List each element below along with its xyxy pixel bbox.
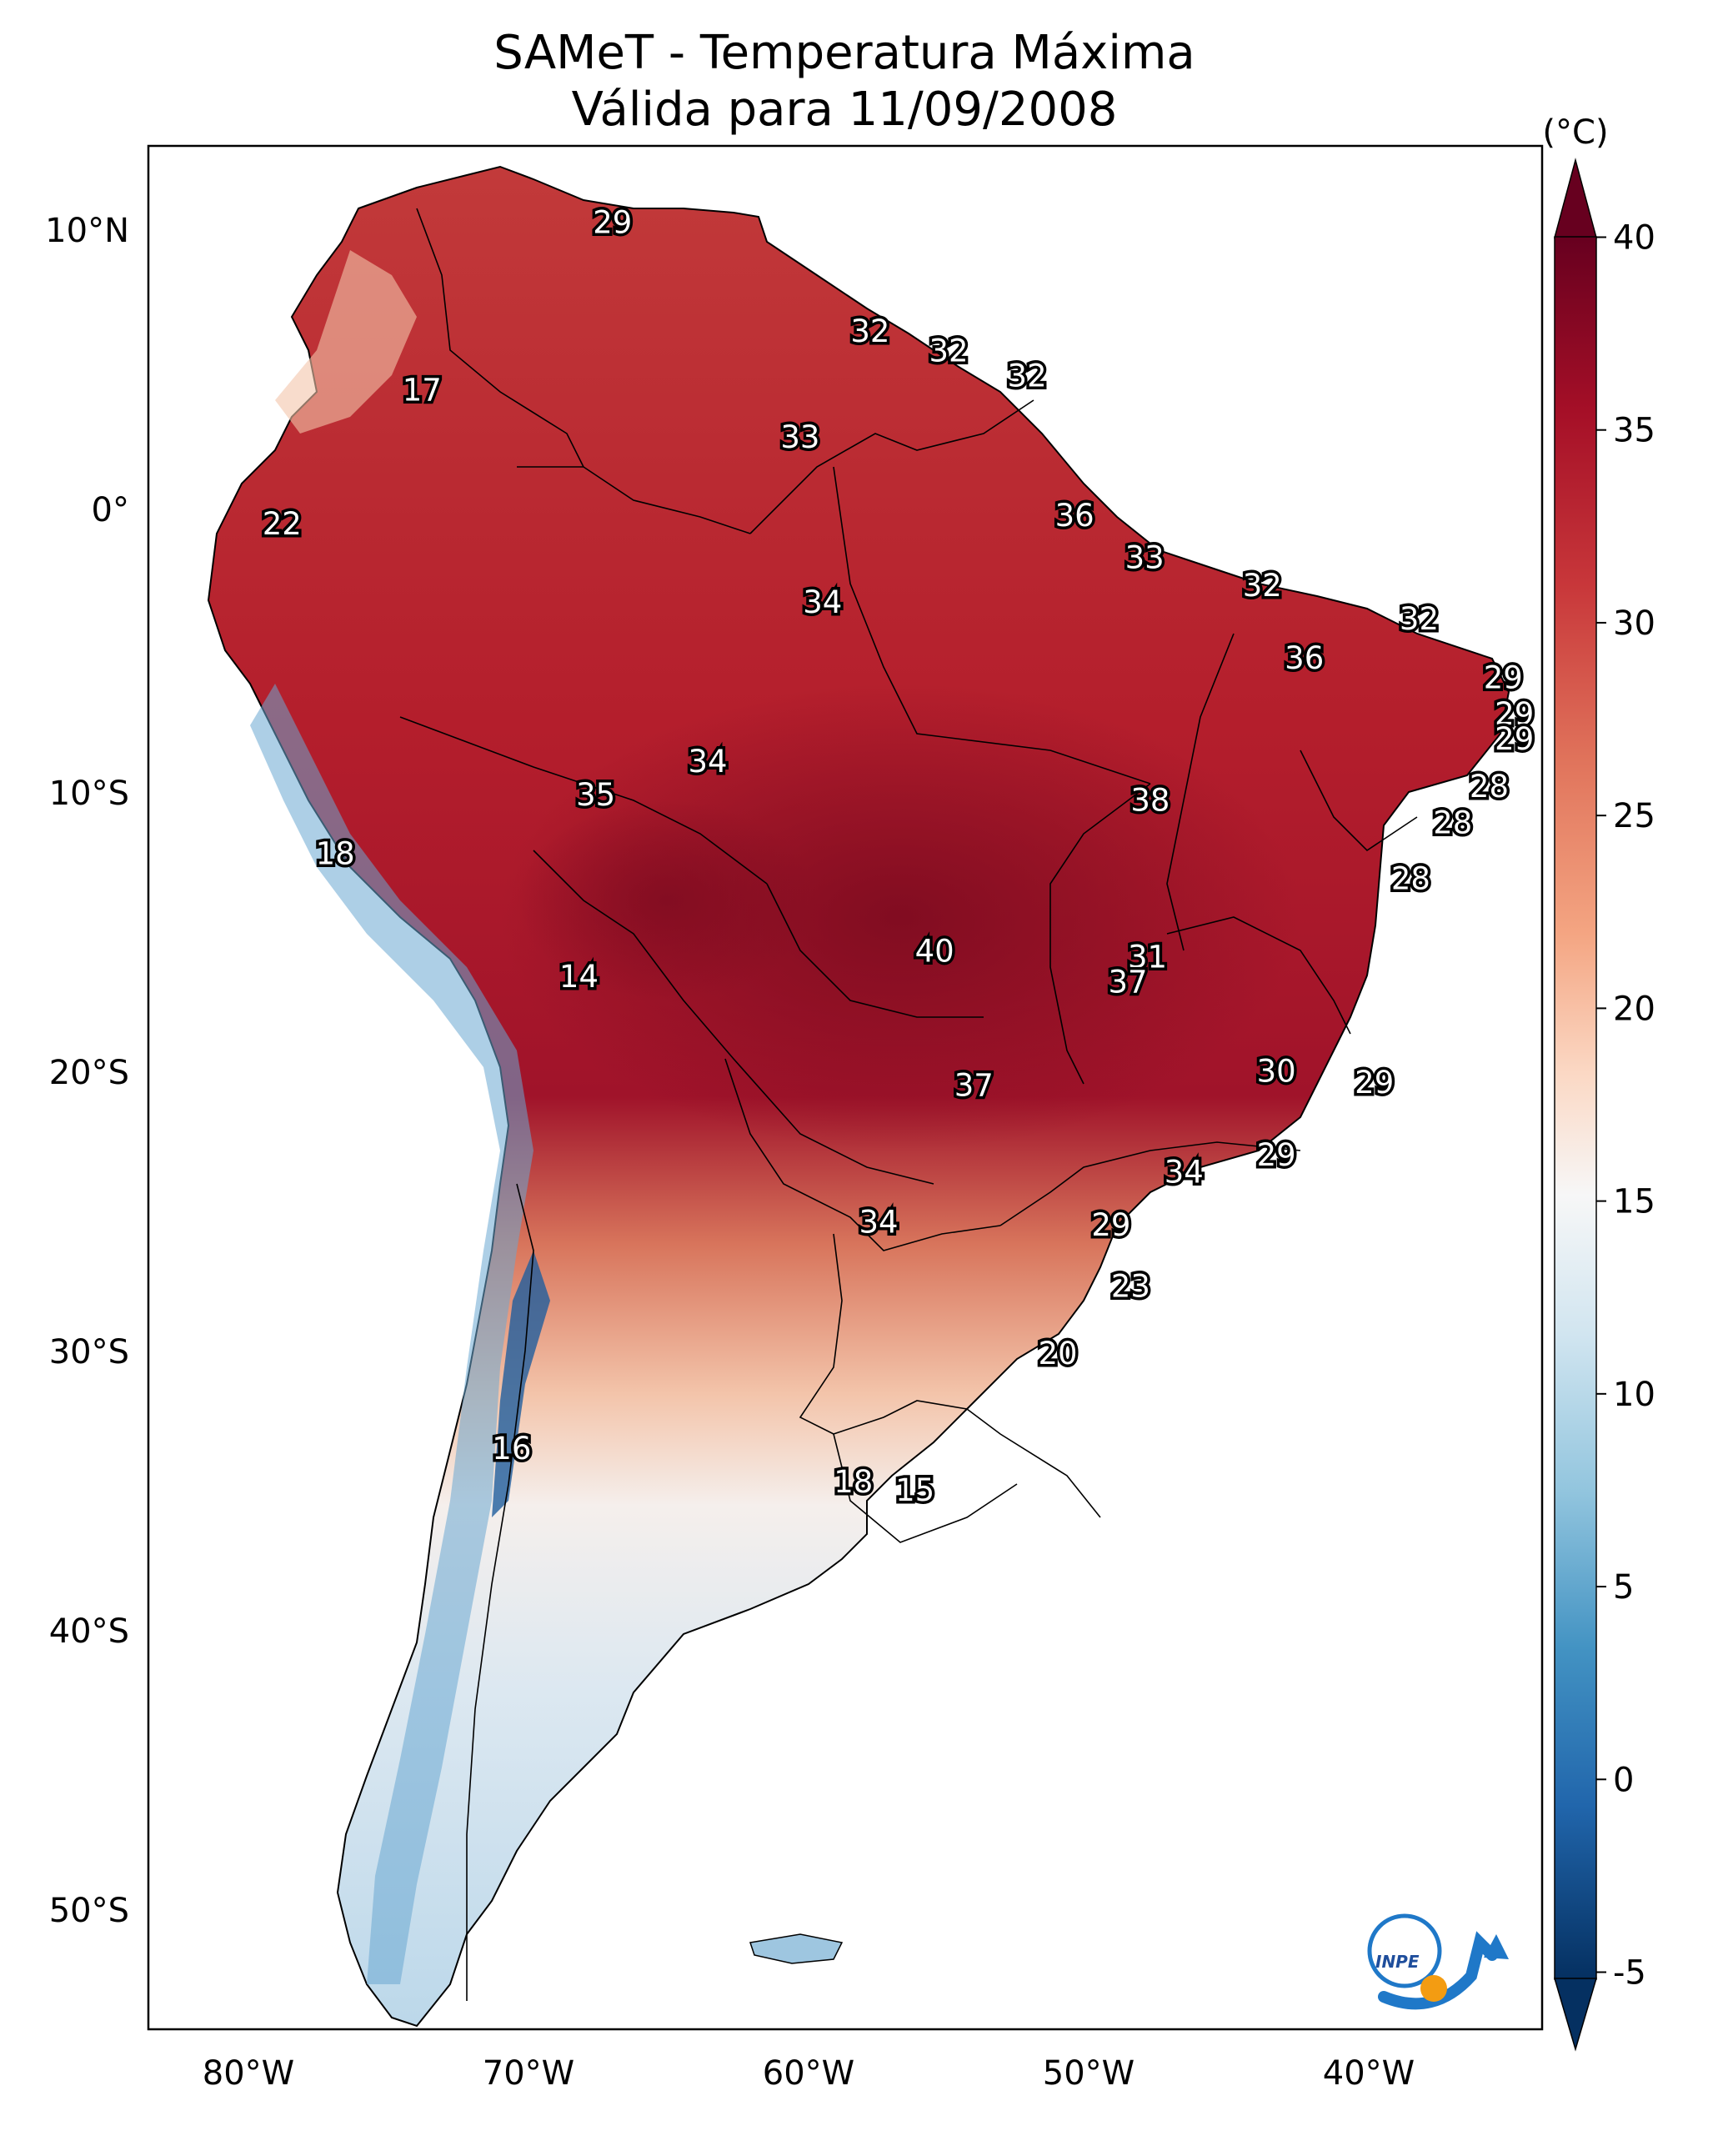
lat-label-10s: 10°S	[49, 775, 129, 813]
station-value-label: 30	[1257, 1054, 1296, 1090]
station-value-label: 32	[1243, 568, 1282, 604]
station-value-label: 34	[688, 744, 727, 780]
station-value-label: 38	[1130, 783, 1170, 819]
colorbar-top-extend	[1554, 158, 1597, 238]
colorbar-tick-label: 35	[1613, 412, 1655, 450]
station-value-label: 37	[954, 1067, 994, 1103]
andes-cool-strip	[250, 684, 533, 1984]
colorbar-tick-label: 5	[1613, 1568, 1634, 1607]
colorbar-tick-label: 20	[1613, 990, 1655, 1028]
station-value-label: 20	[1038, 1336, 1077, 1371]
colorbar-tick-label: 0	[1613, 1761, 1634, 1799]
latitude-axis: 10°N 0° 10°S 20°S 30°S 40°S 50°S	[45, 212, 129, 1930]
longitude-axis: 80°W 70°W 60°W 50°W 40°W	[203, 2054, 1415, 2093]
station-value-label: 15	[895, 1472, 934, 1508]
station-value-label: 34	[1165, 1154, 1204, 1190]
station-value-label: 34	[859, 1205, 898, 1241]
lat-label-20s: 20°S	[49, 1054, 129, 1092]
lon-label-80w: 80°W	[203, 2054, 294, 2093]
station-value-label: 17	[403, 372, 442, 408]
lon-label-50w: 50°W	[1043, 2054, 1134, 2093]
colorbar-bottom-extend	[1553, 1978, 1598, 2052]
station-value-label: 35	[576, 777, 615, 813]
colorbar-tick-label: 40	[1613, 218, 1655, 257]
station-value-label: 29	[593, 204, 632, 240]
station-value-label: 32	[1008, 358, 1047, 394]
map-title-line2: Válida para 11/09/2008	[572, 83, 1118, 137]
station-value-label: 34	[803, 584, 842, 620]
station-value-label: 33	[780, 419, 819, 455]
falkland-islands	[749, 1933, 844, 1964]
colorbar-tick-label: 15	[1613, 1183, 1655, 1221]
colorbar-tick-label: 30	[1613, 604, 1655, 643]
colorbar-ticks: 40 35 30 25 20 15 10 5 0 -5	[1596, 218, 1655, 1993]
station-value-label: 29	[1355, 1065, 1394, 1101]
station-value-label: 36	[1055, 498, 1094, 534]
station-value-label: 36	[1285, 640, 1324, 676]
inpe-logo: INPE	[1367, 1913, 1509, 2010]
country-borders	[399, 208, 1418, 2001]
station-value-label: 28	[1433, 805, 1472, 841]
colorbar-tick-label: 25	[1613, 797, 1655, 835]
colorbar-gradient	[1554, 236, 1597, 1980]
lat-label-10n: 10°N	[45, 212, 129, 250]
station-value-label: 16	[492, 1431, 531, 1467]
map-plot-area	[148, 146, 1542, 2029]
lon-label-60w: 60°W	[763, 2054, 854, 2093]
station-value-label: 32	[1400, 601, 1439, 637]
station-value-label: 28	[1391, 861, 1430, 897]
inpe-logo-text: INPE	[1375, 1952, 1420, 1972]
lon-label-70w: 70°W	[483, 2054, 574, 2093]
lat-label-30s: 30°S	[49, 1333, 129, 1371]
station-value-label: 29	[1091, 1207, 1130, 1243]
station-value-label: 40	[915, 934, 954, 970]
station-value-label: 18	[316, 835, 355, 871]
hot-region-west	[517, 800, 817, 1000]
station-value-label: 37	[1108, 964, 1147, 1000]
station-value-label: 29	[1257, 1137, 1296, 1173]
lat-label-50s: 50°S	[49, 1892, 129, 1930]
colorbar-tick-label: 10	[1613, 1376, 1655, 1414]
map-frame	[147, 144, 1544, 2031]
station-value-label: 28	[1470, 769, 1509, 805]
colorbar-unit: (°C)	[1542, 113, 1608, 152]
station-value-label: 23	[1111, 1269, 1150, 1305]
hot-region	[500, 684, 1300, 1151]
station-value-label: 14	[559, 959, 599, 995]
station-value-label: 22	[263, 506, 302, 542]
northern-andes-cool	[275, 250, 417, 434]
station-value-label: 29	[1484, 659, 1523, 695]
colorbar-tick-label: -5	[1613, 1954, 1646, 1993]
lat-label-40s: 40°S	[49, 1612, 129, 1651]
station-value-label: 29	[1495, 721, 1534, 757]
station-value-label: 32	[850, 313, 889, 349]
station-value-label: 33	[1125, 539, 1165, 575]
lon-label-40w: 40°W	[1323, 2054, 1415, 2093]
colorbar: (°C) 40 35 30 25 20 15 10 5 0 -5	[1542, 113, 1655, 2052]
station-value-label: 32	[929, 333, 968, 369]
station-value-label: 31	[1128, 939, 1167, 975]
station-value-label: 18	[834, 1464, 873, 1500]
station-value-label: 29	[1495, 696, 1534, 732]
lat-label-0: 0°	[92, 491, 129, 529]
map-title-line1: SAMeT - Temperatura Máxima	[493, 26, 1195, 80]
